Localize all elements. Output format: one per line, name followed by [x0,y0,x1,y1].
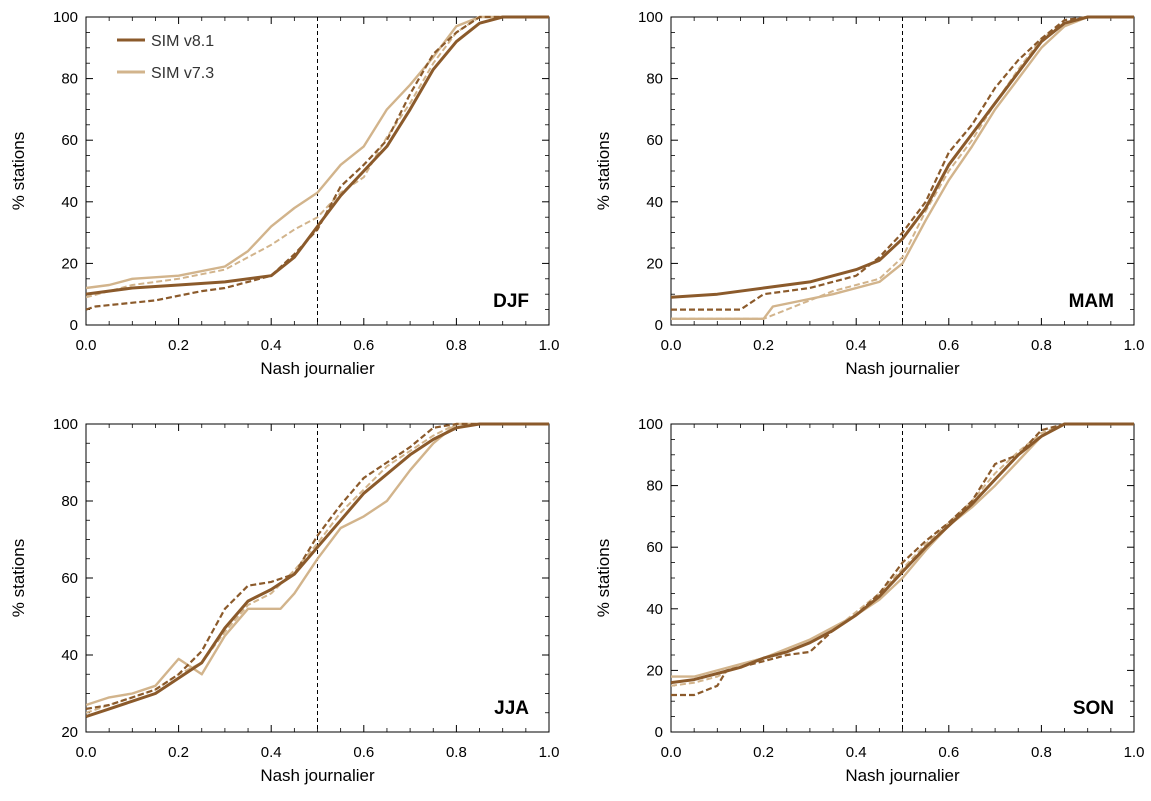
x-tick-label: 0.4 [261,337,282,354]
legend-label: SIM v8.1 [151,33,214,50]
y-tick-label: 20 [61,724,78,741]
x-tick-label: 0.2 [168,744,189,761]
x-tick-label: 1.0 [1124,744,1145,761]
y-tick-label: 0 [655,317,663,334]
x-tick-label: 0.8 [1031,744,1052,761]
y-tick-label: 40 [646,194,663,211]
y-tick-label: 80 [646,71,663,88]
y-tick-label: 0 [70,317,78,334]
x-tick-label: 0.8 [1031,337,1052,354]
y-tick-label: 60 [646,132,663,149]
x-tick-label: 0.0 [76,744,97,761]
y-tick-label: 40 [646,601,663,618]
series-line-v73-dashed [671,423,1134,687]
x-tick-label: 0.4 [846,744,867,761]
y-tick-label: 80 [61,493,78,510]
y-axis-label: % stations [9,539,28,617]
y-tick-label: 40 [61,194,78,211]
legend-label: SIM v7.3 [151,65,214,82]
y-tick-label: 20 [646,662,663,679]
x-tick-label: 0.4 [261,744,282,761]
x-tick-label: 1.0 [539,744,560,761]
x-tick-label: 0.6 [353,337,374,354]
season-label: SON [1073,698,1114,719]
season-label: JJA [494,698,529,719]
x-tick-label: 0.0 [76,337,97,354]
x-tick-label: 1.0 [539,337,560,354]
panel-son: 0.0 0.2 0.4 0.6 0.8 1.0 0 20 40 60 80 100 Nash journ… [594,416,1144,785]
legend: SIM v8.1 SIM v7.3 [117,33,214,82]
x-tick-label: 0.6 [353,744,374,761]
y-tick-label: 20 [61,255,78,272]
series-line-v81-dashed [671,15,1134,311]
x-tick-label: 0.2 [753,337,774,354]
season-label: MAM [1069,291,1114,312]
x-axis-label: Nash journalier [845,766,960,785]
y-tick-label: 80 [61,71,78,88]
x-axis-label: Nash journalier [845,359,960,378]
y-tick-label: 100 [638,9,663,26]
x-tick-label: 0.0 [661,337,682,354]
series-line-v73 [671,15,1134,320]
panel-jja: 0.0 0.2 0.4 0.6 0.8 1.0 20 40 60 80 100 Nash journa… [9,416,559,785]
x-tick-label: 0.8 [446,337,467,354]
panel-djf: 0.0 0.2 0.4 0.6 0.8 1.0 0 20 40 60 80 100 Nash journ… [9,9,559,378]
series-line-v81-dashed [86,422,549,710]
y-tick-label: 100 [638,416,663,433]
x-tick-label: 0.8 [446,744,467,761]
y-axis-label: % stations [9,132,28,210]
series-line-v81-dashed [671,422,1134,697]
x-axis-label: Nash journalier [260,359,375,378]
x-tick-label: 0.0 [661,744,682,761]
y-tick-label: 40 [61,647,78,664]
y-tick-label: 0 [655,724,663,741]
series-line-v81 [671,15,1134,299]
y-tick-label: 100 [53,416,78,433]
y-tick-label: 100 [53,9,78,26]
y-tick-label: 60 [646,539,663,556]
x-axis-label: Nash journalier [260,766,375,785]
x-tick-label: 0.2 [753,744,774,761]
series-line-v73-dashed [86,16,549,299]
x-tick-label: 1.0 [1124,337,1145,354]
y-tick-label: 80 [646,478,663,495]
season-label: DJF [493,291,529,312]
y-tick-label: 60 [61,570,78,587]
x-tick-label: 0.2 [168,337,189,354]
y-axis-label: % stations [594,132,613,210]
panel-mam: 0.0 0.2 0.4 0.6 0.8 1.0 0 20 40 60 80 100 Nash journ… [594,9,1144,378]
y-tick-label: 20 [646,255,663,272]
y-tick-label: 60 [61,132,78,149]
series-line-v81-dashed [86,15,549,311]
series-line-v73 [86,422,549,707]
x-tick-label: 0.6 [938,744,959,761]
y-axis-label: % stations [594,539,613,617]
x-tick-label: 0.4 [846,337,867,354]
series-line-v81 [86,15,549,296]
x-tick-label: 0.6 [938,337,959,354]
